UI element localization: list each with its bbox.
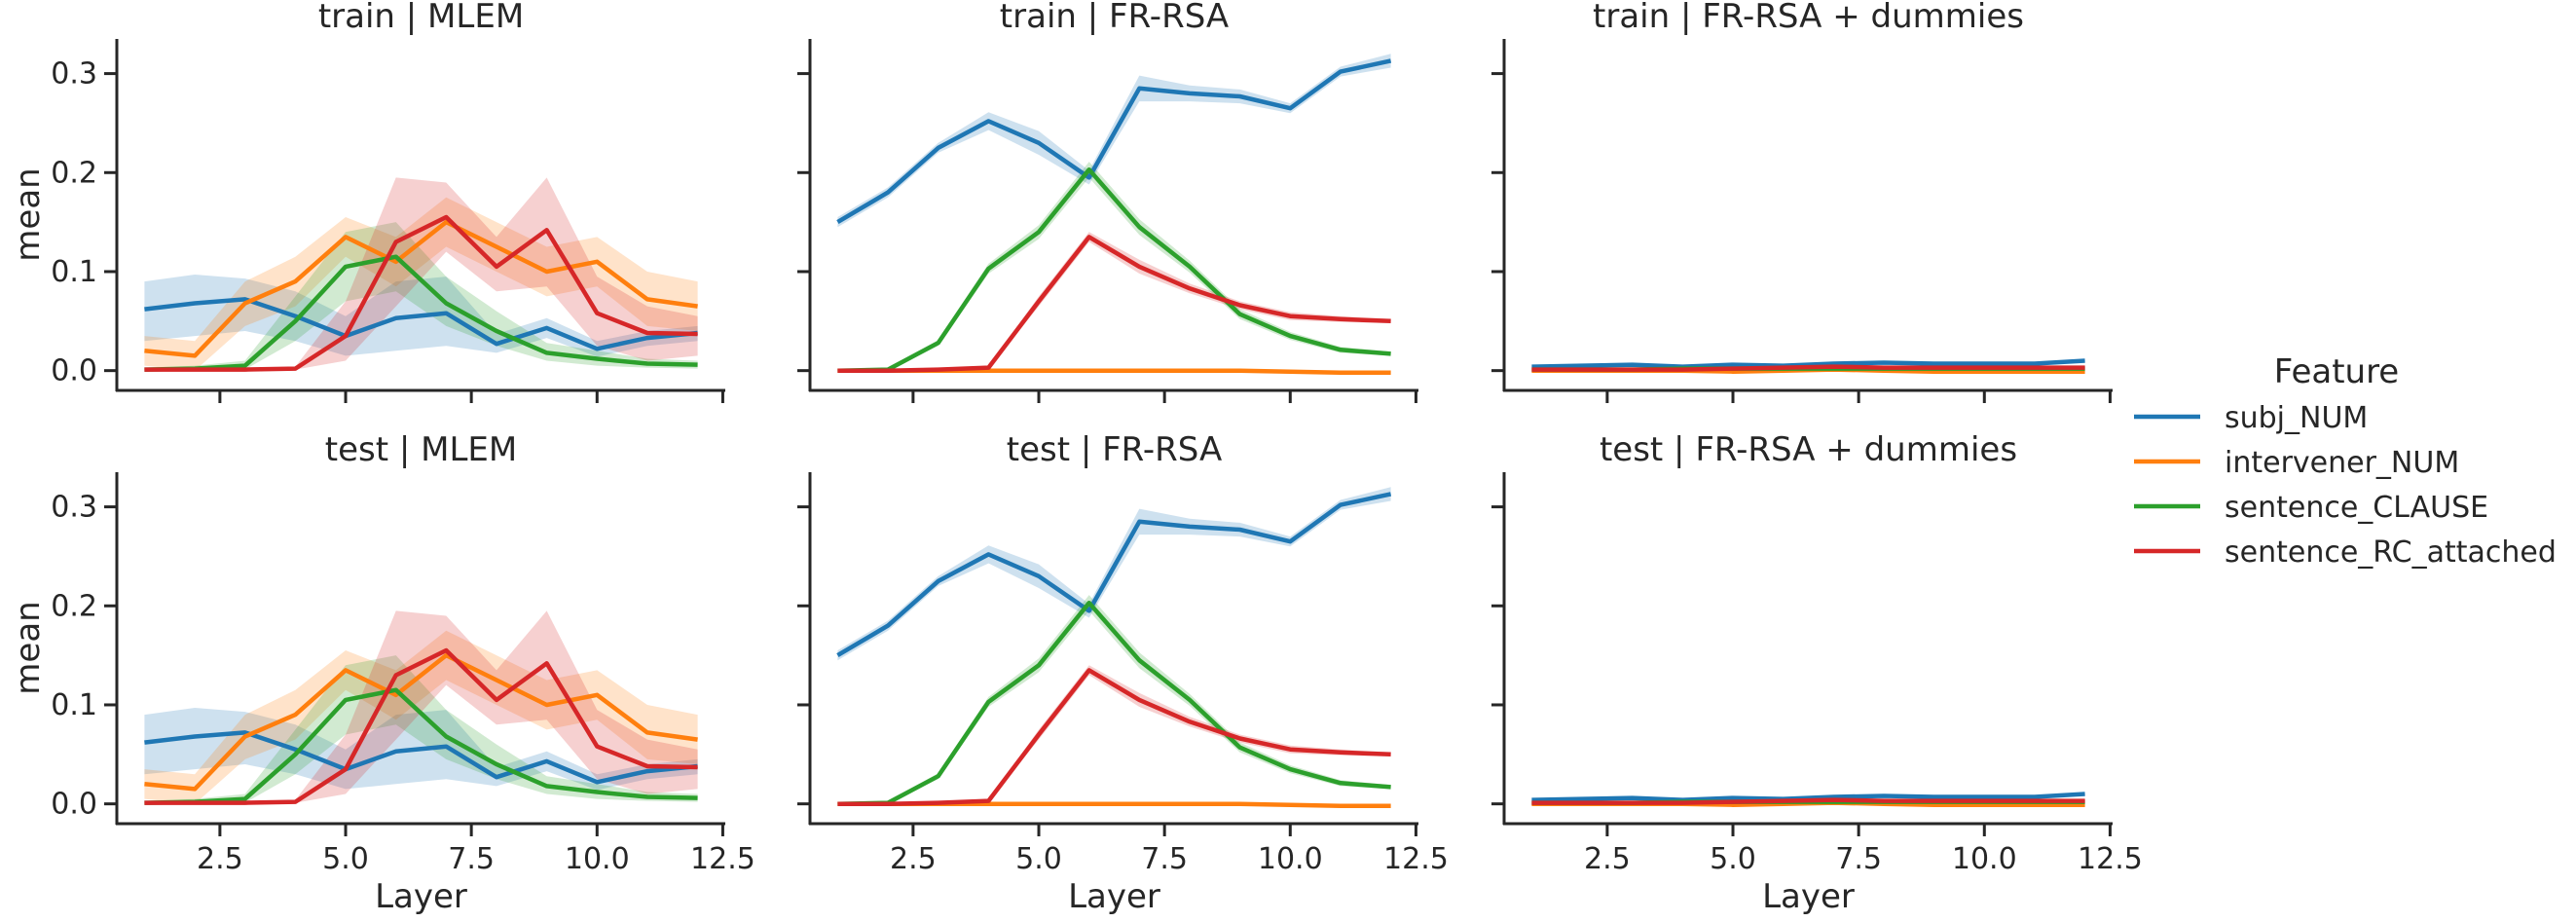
y-axis-label: mean — [9, 601, 48, 694]
x-tick-label: 10.0 — [1258, 842, 1323, 876]
line-sentence-rc-attached — [1531, 364, 2085, 372]
x-tick-label: 2.5 — [1584, 842, 1631, 876]
x-tick-label: 12.5 — [690, 842, 755, 876]
line-sentence-rc-attached — [837, 668, 1391, 806]
y-tick-label: 0.1 — [51, 688, 97, 722]
line-intervener-num — [144, 652, 698, 792]
chart-panels: train | MLEM 0.0 0.1 0.2 0.3 mean train | FR-R… — [9, 0, 2143, 916]
line-subj-num — [1531, 358, 2085, 369]
line-sentence-clause — [837, 600, 1391, 806]
line-sentence-clause — [144, 254, 698, 372]
panel-test-fr-rsa: test | FR-RSA 2.5 5.0 7.5 10.0 12.5 Layer — [797, 430, 1449, 916]
y-tick-label: 0.3 — [51, 57, 97, 92]
panel-test-fr-rsa-dummies: test | FR-RSA + dummies 2.5 5.0 7.5 10.0 12.5… — [1491, 430, 2143, 916]
panel-test-mlem: test | MLEM 0.0 0.1 0.2 0.3 2.5 5.0 7.5 10.0 12.5… — [9, 430, 755, 916]
y-axis-label: mean — [9, 167, 48, 261]
panel-title: test | FR-RSA + dummies — [1600, 430, 2017, 469]
x-tick-label: 5.0 — [1710, 842, 1756, 876]
line-subj-num — [144, 297, 698, 351]
x-axis-label: Layer — [1068, 877, 1160, 916]
panel-title: test | FR-RSA — [1007, 430, 1223, 469]
line-subj-num — [1531, 792, 2085, 802]
y-tick-label: 0.2 — [51, 156, 97, 190]
legend-label: sentence_RC_attached — [2225, 535, 2557, 570]
legend: Feature subj_NUM intervener_NUM sentence… — [2134, 352, 2557, 570]
legend-item-sentence-rc-attached: sentence_RC_attached — [2134, 535, 2557, 570]
line-sentence-rc-attached — [144, 647, 698, 805]
x-tick-label: 7.5 — [1141, 842, 1188, 876]
legend-label: subj_NUM — [2225, 401, 2368, 435]
legend-item-intervener-num: intervener_NUM — [2134, 446, 2459, 480]
line-subj-num — [836, 58, 1392, 225]
panel-train-fr-rsa: train | FR-RSA — [797, 0, 1418, 403]
line-sentence-rc-attached — [1531, 797, 2085, 805]
panel-title: train | FR-RSA — [1000, 0, 1229, 36]
x-tick-label: 2.5 — [197, 842, 243, 876]
legend-item-subj-num: subj_NUM — [2134, 401, 2368, 435]
x-tick-label: 5.0 — [1015, 842, 1062, 876]
x-tick-label: 7.5 — [448, 842, 495, 876]
x-tick-label: 12.5 — [2078, 842, 2143, 876]
line-sentence-clause — [144, 687, 698, 805]
line-subj-num — [836, 492, 1392, 658]
legend-title: Feature — [2274, 352, 2399, 391]
legend-item-sentence-clause: sentence_CLAUSE — [2134, 491, 2488, 525]
line-sentence-rc-attached — [144, 214, 698, 372]
y-tick-label: 0.3 — [51, 491, 97, 525]
x-tick-label: 10.0 — [565, 842, 630, 876]
x-tick-label: 5.0 — [322, 842, 369, 876]
y-tick-label: 0.0 — [51, 788, 97, 822]
ci-band-sentence-rc-attached — [144, 177, 698, 371]
panel-title: train | FR-RSA + dummies — [1593, 0, 2024, 36]
legend-label: intervener_NUM — [2225, 446, 2459, 480]
panel-train-mlem: train | MLEM 0.0 0.1 0.2 0.3 mean — [9, 0, 725, 403]
panel-title: test | MLEM — [325, 430, 517, 469]
line-sentence-rc-attached — [837, 235, 1391, 373]
x-tick-label: 2.5 — [890, 842, 937, 876]
panel-title: train | MLEM — [318, 0, 524, 36]
x-tick-label: 7.5 — [1835, 842, 1882, 876]
y-tick-label: 0.2 — [51, 589, 97, 623]
panel-train-fr-rsa-dummies: train | FR-RSA + dummies — [1491, 0, 2113, 403]
x-tick-label: 12.5 — [1383, 842, 1449, 876]
y-tick-label: 0.1 — [51, 255, 97, 289]
line-subj-num — [144, 730, 698, 785]
y-tick-label: 0.0 — [51, 354, 97, 388]
line-sentence-clause — [837, 166, 1391, 373]
legend-label: sentence_CLAUSE — [2225, 491, 2488, 525]
x-axis-label: Layer — [375, 877, 467, 916]
ci-band-sentence-rc-attached — [144, 610, 698, 804]
x-axis-label: Layer — [1762, 877, 1855, 916]
x-tick-label: 10.0 — [1952, 842, 2017, 876]
line-intervener-num — [144, 219, 698, 358]
